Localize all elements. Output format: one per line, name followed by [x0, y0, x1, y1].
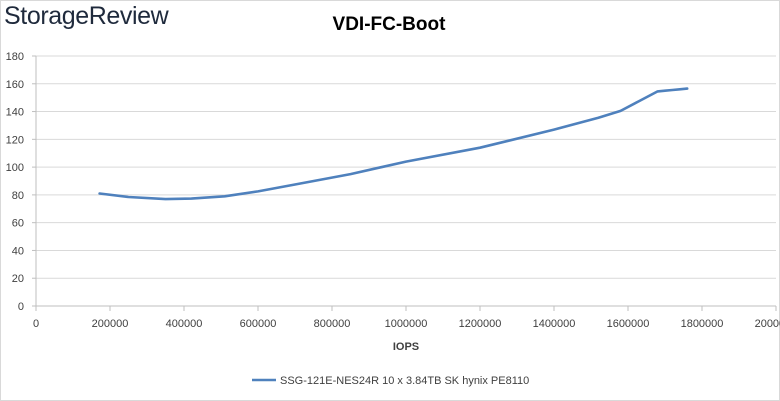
x-tick-label: 200000 [92, 318, 129, 330]
y-tick-label: 20 [12, 273, 24, 285]
x-tick-label: 1000000 [385, 318, 428, 330]
y-tick-label: 80 [12, 190, 24, 202]
x-tick-label: 1200000 [459, 318, 502, 330]
y-tick-label: 60 [12, 218, 24, 230]
storagereview-logo: StorageReview [4, 2, 169, 30]
x-tick-label: 1800000 [681, 318, 724, 330]
y-tick-label: 0 [18, 301, 24, 313]
x-tick-label: 800000 [314, 318, 351, 330]
gridlines [36, 55, 776, 279]
x-tick-label: 1600000 [607, 318, 650, 330]
x-tick-label: 600000 [240, 318, 277, 330]
x-axis-title: IOPS [393, 341, 419, 353]
legend: SSG-121E-NES24R 10 x 3.84TB SK hynix PE8… [252, 375, 529, 387]
chart-title: VDI-FC-Boot [0, 14, 780, 36]
series-lines [98, 87, 689, 201]
axes [32, 55, 777, 311]
x-tick-label: 400000 [166, 318, 203, 330]
y-tick-label: 120 [6, 134, 24, 146]
y-tick-labels: 0 20 40 60 80 100 120 140 160 180 [6, 51, 24, 313]
y-tick-label: 160 [6, 79, 24, 91]
x-tick-label: 1400000 [533, 318, 576, 330]
y-tick-label: 180 [6, 51, 24, 63]
y-tick-label: 100 [6, 162, 24, 174]
y-tick-label: 40 [12, 245, 24, 257]
series-line [98, 87, 689, 201]
x-tick-labels: 0 200000 400000 600000 800000 1000000 1200000 1… [33, 318, 780, 330]
legend-label: SSG-121E-NES24R 10 x 3.84TB SK hynix PE8… [280, 375, 529, 387]
x-tick-label: 2000000 [755, 318, 780, 330]
y-tick-label: 140 [6, 107, 24, 119]
x-tick-label: 0 [33, 318, 39, 330]
chart-title-text: VDI-FC-Boot [332, 14, 446, 35]
